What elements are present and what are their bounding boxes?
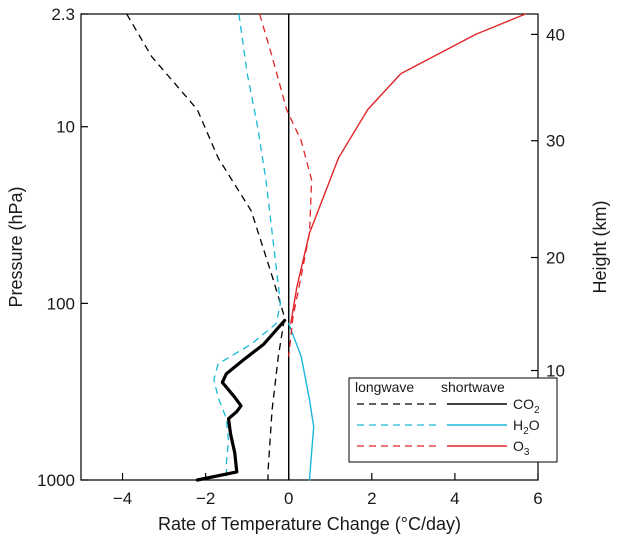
y2-tick-label: 10 — [546, 362, 565, 381]
legend-label: H2O — [513, 417, 540, 437]
y-tick-label: 100 — [47, 294, 75, 313]
series-layer — [126, 13, 527, 482]
y-tick-label: 1000 — [37, 471, 75, 490]
x-tick-label: −4 — [113, 489, 132, 508]
y2-tick-label: 40 — [546, 25, 565, 44]
series-longwave-co2 — [126, 13, 286, 480]
x-axis-title: Rate of Temperature Change (°C/day) — [158, 514, 461, 534]
y2-axis-title: Height (km) — [590, 200, 610, 293]
y2-tick-label: 30 — [546, 132, 565, 151]
x-tick-label: −2 — [196, 489, 215, 508]
legend-header-longwave: longwave — [355, 379, 414, 395]
x-tick-label: 0 — [284, 489, 293, 508]
y-tick-label: 10 — [56, 118, 75, 137]
series-shortwave-o3 — [290, 13, 527, 325]
x-tick-label: 2 — [367, 489, 376, 508]
legend-box — [348, 377, 558, 463]
y-tick-label: 2.3 — [51, 5, 75, 24]
y2-tick-label: 20 — [546, 249, 565, 268]
legend-label: CO2 — [513, 396, 540, 416]
series-shortwave-h2o — [288, 322, 315, 481]
y-axis-left: 2.3 10 100 1000 — [37, 5, 88, 490]
legend-header-shortwave: shortwave — [441, 379, 505, 395]
plot-area — [80, 13, 539, 482]
y-axis-right: 40 30 20 10 — [531, 25, 565, 381]
series-total — [195, 318, 287, 482]
x-tick-label: 4 — [450, 489, 459, 508]
y-axis-title: Pressure (hPa) — [6, 186, 26, 307]
x-axis: −4 −2 0 2 4 6 — [113, 473, 543, 508]
series-longwave-h2o — [213, 13, 282, 480]
x-tick-label: 6 — [533, 489, 542, 508]
series-longwave-o3 — [258, 13, 313, 357]
